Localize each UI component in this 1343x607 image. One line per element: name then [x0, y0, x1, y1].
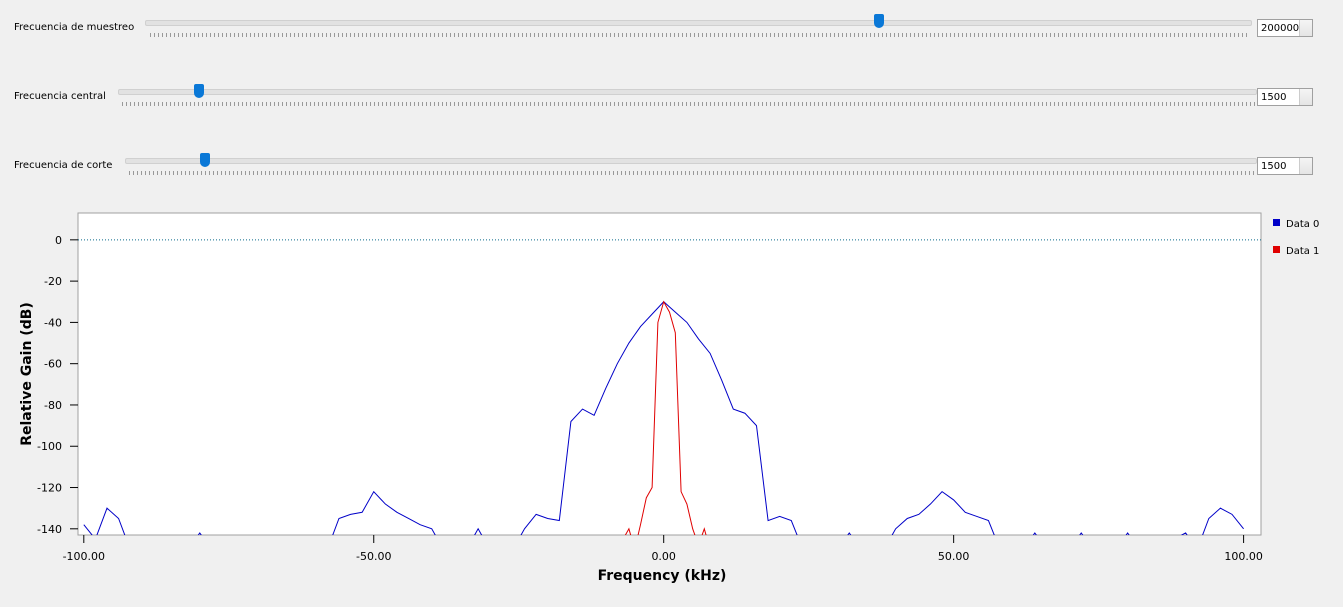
slider-label: Frecuencia central: [14, 91, 106, 102]
series-line: [83, 301, 1244, 535]
y-tick-label: -80: [44, 399, 62, 412]
slider-track[interactable]: [145, 20, 1252, 26]
slider-ticks: [122, 102, 1255, 106]
slider-label: Frecuencia de corte: [14, 160, 113, 171]
slider-handle[interactable]: [194, 84, 204, 98]
spinbox[interactable]: 1500: [1257, 88, 1313, 106]
y-tick-label: -20: [44, 275, 62, 288]
spinbox[interactable]: 1500: [1257, 157, 1313, 175]
slider-ticks: [129, 171, 1255, 175]
y-tick-label: -120: [37, 482, 62, 495]
legend-swatch: [1273, 219, 1280, 226]
x-tick-label: 100.00: [1224, 550, 1263, 563]
slider-handle[interactable]: [200, 153, 210, 167]
legend-label: Data 0: [1286, 219, 1319, 230]
y-tick-label: -60: [44, 358, 62, 371]
legend-swatch: [1273, 246, 1280, 253]
slider-track[interactable]: [118, 89, 1257, 95]
plot-area: [77, 212, 1262, 536]
slider-handle[interactable]: [874, 14, 884, 28]
slider-label: Frecuencia de muestreo: [14, 22, 135, 33]
x-tick-label: 0.00: [651, 550, 676, 563]
y-tick-label: -140: [37, 523, 62, 536]
y-tick-label: -100: [37, 440, 62, 453]
y-tick-label: 0: [55, 234, 62, 247]
x-tick-label: 50.00: [938, 550, 970, 563]
y-tick-label: -40: [44, 316, 62, 329]
legend-label: Data 1: [1286, 246, 1319, 257]
slider-ticks: [150, 33, 1250, 37]
y-axis-title: Relative Gain (dB): [19, 302, 35, 446]
series-line: [624, 300, 707, 535]
x-tick-label: -100.00: [63, 550, 105, 563]
spinbox[interactable]: 200000: [1257, 19, 1313, 37]
slider-track[interactable]: [125, 158, 1257, 164]
x-axis-title: Frequency (kHz): [598, 568, 727, 584]
x-tick-label: -50.00: [356, 550, 391, 563]
